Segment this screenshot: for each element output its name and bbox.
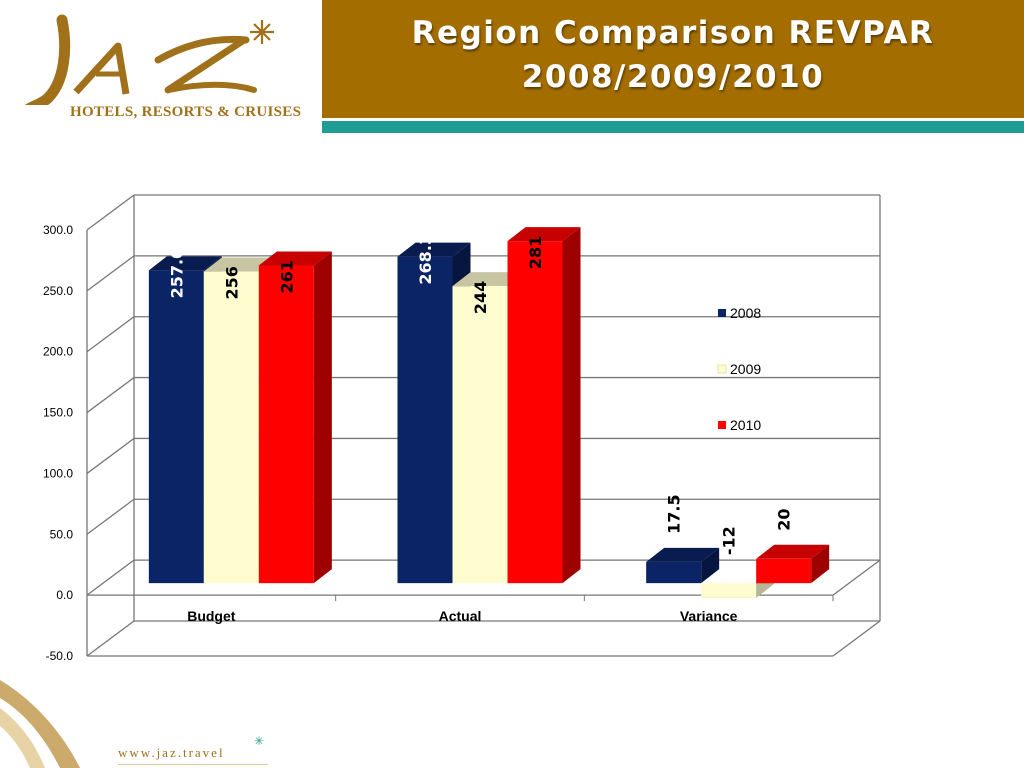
data-label: 268.3 xyxy=(416,234,435,285)
bar xyxy=(701,583,757,598)
gridline-side xyxy=(86,316,135,353)
y-tick-label: 50.0 xyxy=(50,527,74,541)
page-title: Region Comparison REVPAR xyxy=(411,15,935,51)
x-tick-label: Variance xyxy=(680,608,738,624)
gridline-side xyxy=(86,620,135,657)
floor-edge-side xyxy=(832,620,881,657)
x-tick-label: Actual xyxy=(439,608,482,624)
jaz-logo-mark xyxy=(25,14,274,105)
star-icon: ✳ xyxy=(253,734,266,748)
jaz-logo: HOTELS, RESORTS & CRUISES xyxy=(18,10,302,125)
y-tick-label: 200.0 xyxy=(43,345,73,359)
bar-top xyxy=(203,257,277,272)
gridline-side xyxy=(86,559,135,596)
data-label: 256 xyxy=(222,266,241,299)
bar xyxy=(203,271,259,584)
gridline-side xyxy=(86,437,135,474)
bar xyxy=(148,270,204,584)
bar xyxy=(258,265,314,584)
footer-decoration xyxy=(0,680,80,768)
bar-side xyxy=(701,547,720,584)
bar-side xyxy=(313,251,332,584)
bar xyxy=(646,561,702,584)
page-subtitle: 2008/2009/2010 xyxy=(521,59,825,95)
bar-top xyxy=(507,227,581,242)
y-tick-label: 300.0 xyxy=(43,223,73,237)
footer-url[interactable]: www.jaz.travel ✳ xyxy=(118,734,268,765)
legend-swatch xyxy=(718,421,726,429)
x-axis-side xyxy=(832,559,881,596)
legend-swatch xyxy=(718,309,726,317)
title-banner: Region Comparison REVPAR 2008/2009/2010 xyxy=(322,0,1024,118)
bar-top xyxy=(646,547,720,562)
bar xyxy=(452,286,508,584)
legend-swatch xyxy=(717,364,727,374)
gridline-side xyxy=(86,255,135,292)
x-tick-label: Budget xyxy=(187,608,236,624)
data-label: 281 xyxy=(526,236,545,269)
data-label: 261 xyxy=(277,260,296,293)
bar xyxy=(756,558,812,584)
y-tick-label: 150.0 xyxy=(43,406,73,420)
data-label: 20 xyxy=(775,509,794,531)
gridline-side xyxy=(86,194,135,231)
y-tick-label: 250.0 xyxy=(43,284,73,298)
y-tick-label: -50.0 xyxy=(46,649,74,663)
y-tick-label: 100.0 xyxy=(43,466,73,480)
legend-label: 2009 xyxy=(730,361,761,377)
bar-top xyxy=(258,251,332,266)
bar-side xyxy=(811,544,830,584)
gridline-side xyxy=(86,377,135,414)
logo-tagline: HOTELS, RESORTS & CRUISES xyxy=(70,104,302,120)
data-label: 17.5 xyxy=(665,494,684,533)
gridline-side xyxy=(86,498,135,535)
bar-top xyxy=(756,544,830,559)
bar xyxy=(507,241,563,584)
legend-label: 2008 xyxy=(730,305,761,321)
bar xyxy=(397,256,453,584)
footer-url-text[interactable]: www.jaz.travel xyxy=(118,745,225,760)
data-label: 257.0 xyxy=(167,248,186,299)
bar-top xyxy=(452,272,526,287)
data-label: -12 xyxy=(720,526,739,555)
bar-side xyxy=(562,227,581,584)
title-stripe xyxy=(322,121,1024,133)
bar-top xyxy=(148,256,222,271)
bar-top xyxy=(397,242,471,257)
data-label: 244 xyxy=(471,281,490,314)
legend-label: 2010 xyxy=(730,417,761,433)
y-tick-label: 0.0 xyxy=(56,588,73,602)
